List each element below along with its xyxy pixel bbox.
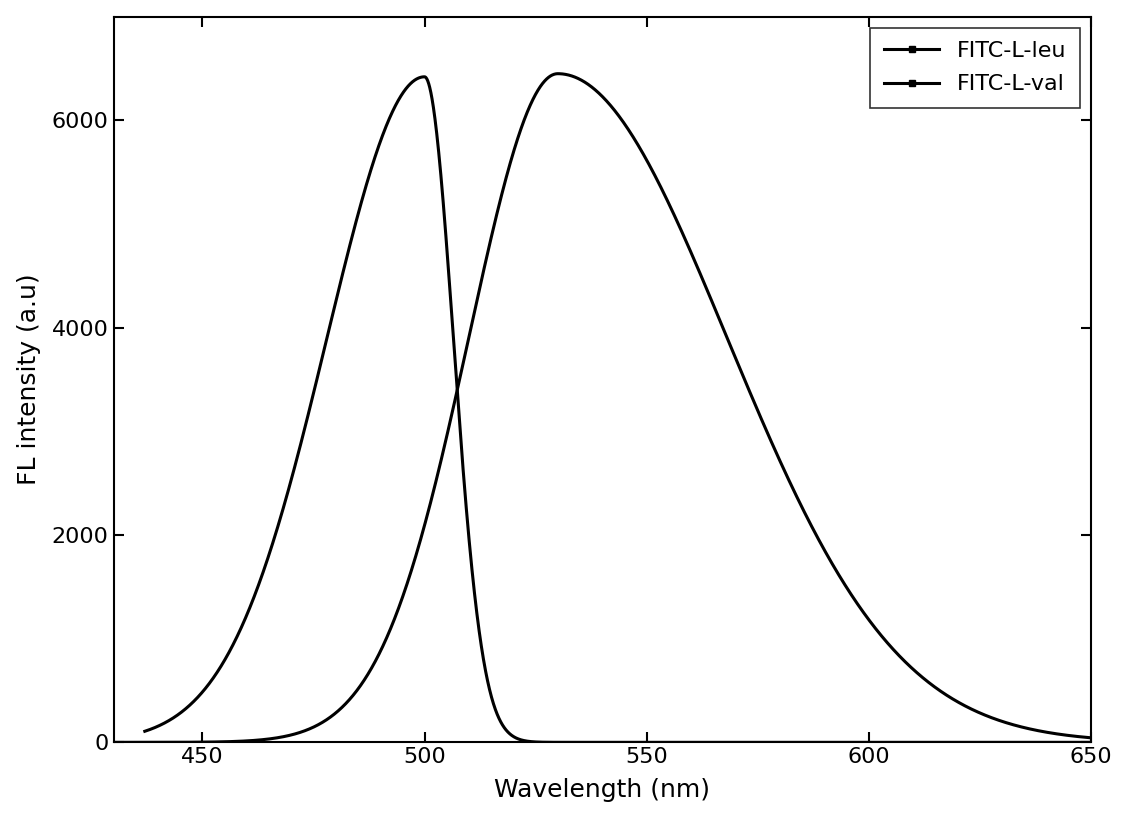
Y-axis label: FL intensity (a.u): FL intensity (a.u): [17, 274, 41, 486]
FITC-L-val: [1084, 733, 1097, 743]
Legend: FITC-L-leu, FITC-L-val: FITC-L-leu, FITC-L-val: [870, 28, 1080, 108]
FITC-L-val: [837, 577, 850, 586]
FITC-L-leu: [743, 737, 756, 747]
FITC-L-val: [285, 730, 298, 740]
FITC-L-val: [551, 69, 564, 79]
X-axis label: Wavelength (nm): Wavelength (nm): [495, 778, 710, 803]
FITC-L-val: [743, 387, 756, 396]
FITC-L-leu: [1084, 737, 1097, 747]
FITC-L-val: [693, 268, 707, 278]
Line: FITC-L-val: FITC-L-val: [114, 74, 1091, 742]
FITC-L-leu: [285, 476, 298, 486]
FITC-L-leu: [837, 737, 850, 747]
FITC-L-leu: [693, 737, 707, 747]
FITC-L-leu: [910, 737, 924, 747]
FITC-L-val: [107, 737, 121, 747]
FITC-L-val: [911, 668, 925, 678]
FITC-L-val: [480, 251, 493, 260]
FITC-L-leu: [480, 673, 493, 683]
Line: FITC-L-leu: FITC-L-leu: [145, 77, 1091, 742]
